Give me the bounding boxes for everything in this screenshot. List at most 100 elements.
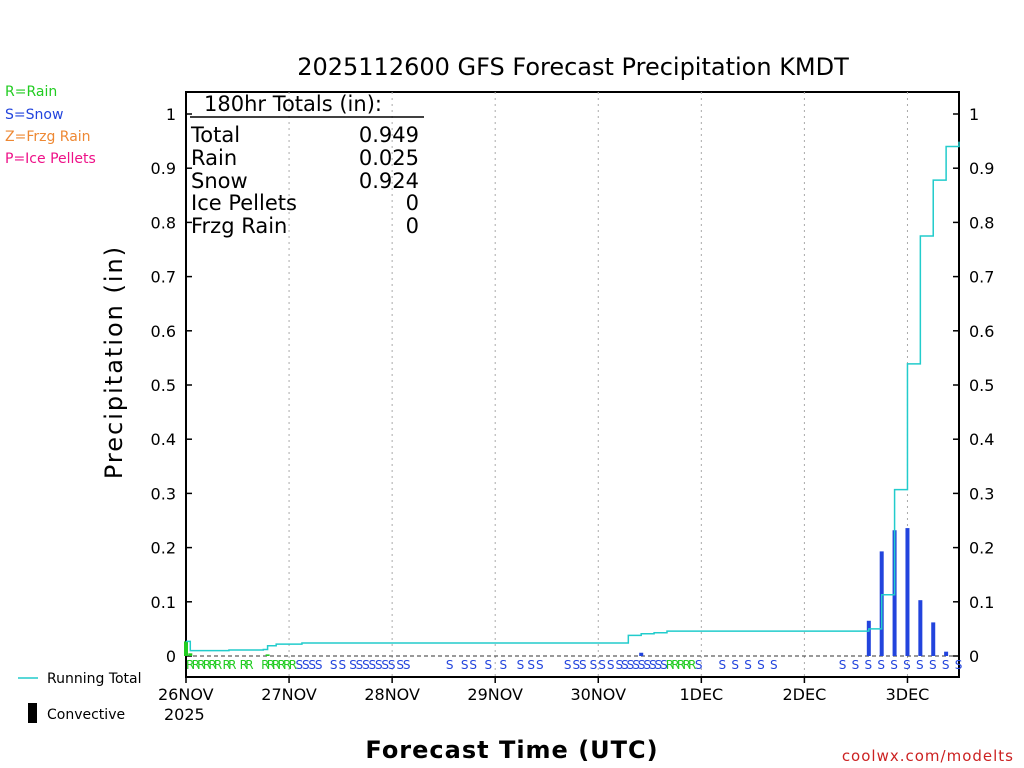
- totals-value-rain: 0.025: [359, 146, 419, 170]
- y-tick-label-right: 0.7: [969, 268, 994, 287]
- y-tick-label-left: 0.5: [151, 376, 176, 395]
- ptype-mark-snow: S: [527, 658, 535, 672]
- ptype-mark-snow: S: [621, 658, 629, 672]
- y-axis-label: Precipitation (in): [100, 245, 128, 479]
- ptype-mark-snow: S: [375, 658, 383, 672]
- ptype-mark-snow: S: [469, 658, 477, 672]
- ptype-mark-snow: S: [890, 658, 898, 672]
- y-tick-label-left: 0: [166, 647, 176, 666]
- ptype-mark-snow: S: [649, 658, 657, 672]
- ptype-mark-snow: S: [643, 658, 651, 672]
- totals-value-ice-pellets: 0: [406, 191, 419, 215]
- x-tick-label: 29NOV: [467, 685, 523, 704]
- y-tick-label-right: 0.9: [969, 159, 994, 178]
- ptype-mark-snow: S: [362, 658, 370, 672]
- ptype-mark-snow: S: [330, 658, 338, 672]
- x-tick-label: 27NOV: [261, 685, 317, 704]
- totals-label-total: Total: [190, 123, 240, 147]
- ptype-mark-rain: R: [267, 658, 275, 672]
- y-tick-label-left: 1: [166, 105, 176, 124]
- ptype-mark-rain: R: [666, 658, 674, 672]
- ptype-mark-snow: S: [381, 658, 389, 672]
- totals-label-rain: Rain: [191, 146, 237, 170]
- ptype-mark-snow: S: [446, 658, 454, 672]
- totals-box: 180hr Totals (in): Total 0.949 Rain 0.02…: [190, 92, 424, 238]
- ptype-mark-snow: S: [655, 658, 663, 672]
- y-tick-label-left: 0.3: [151, 484, 176, 503]
- ptype-mark-snow: S: [499, 658, 507, 672]
- ptype-mark-snow: S: [598, 658, 606, 672]
- ptype-mark-snow: S: [719, 658, 727, 672]
- grid-layer: [186, 92, 959, 677]
- ptype-mark-rain: R: [203, 658, 211, 672]
- x-axis-label: Forecast Time (UTC): [365, 736, 658, 764]
- ptype-mark-snow: S: [302, 658, 310, 672]
- y-tick-label-left: 0.1: [151, 593, 176, 612]
- x-tick-sublabel: 2025: [164, 705, 205, 724]
- ptype-mark-snow: S: [615, 658, 623, 672]
- ptype-mark-rain: R: [197, 658, 205, 672]
- ptype-mark-rain: R: [245, 658, 253, 672]
- x-tick-label: 26NOV: [158, 685, 214, 704]
- legend-ice-pellets: P=Ice Pellets: [5, 151, 96, 167]
- y-tick-label-right: 1: [969, 105, 979, 124]
- ptype-mark-snow: S: [942, 658, 950, 672]
- ptype-mark-snow: S: [865, 658, 873, 672]
- y-tick-label-left: 0.9: [151, 159, 176, 178]
- ptype-mark-snow: S: [388, 658, 396, 672]
- ptype-mark-snow: S: [484, 658, 492, 672]
- totals-label-ice-pellets: Ice Pellets: [191, 191, 297, 215]
- y-tick-label-left: 0.4: [151, 430, 176, 449]
- y-tick-label-right: 0.5: [969, 376, 994, 395]
- running-total-line: [186, 141, 960, 652]
- ptype-mark-snow: S: [731, 658, 739, 672]
- running-total-layer: [186, 141, 960, 652]
- ptype-mark-snow: S: [852, 658, 860, 672]
- ptype-mark-rain: R: [223, 658, 231, 672]
- snow-bar: [866, 620, 871, 656]
- legend-frzg-rain: Z=Frzg Rain: [5, 129, 91, 145]
- snow-bar: [944, 651, 949, 656]
- snow-bar: [931, 622, 936, 656]
- ptype-mark-snow: S: [356, 658, 364, 672]
- y-tick-label-right: 0.8: [969, 213, 994, 232]
- totals-value-frzg-rain: 0: [406, 214, 419, 238]
- ptype-mark-snow: S: [955, 658, 963, 672]
- ptype-mark-snow: S: [627, 658, 635, 672]
- totals-label-frzg-rain: Frzg Rain: [191, 214, 287, 238]
- snow-bar: [639, 652, 644, 656]
- ptype-mark-rain: R: [208, 658, 216, 672]
- y-tick-label-right: 0.3: [969, 484, 994, 503]
- rain-bar: [188, 653, 193, 656]
- ptype-mark-rain: R: [186, 658, 194, 672]
- ptype-mark-snow: S: [916, 658, 924, 672]
- y-tick-label-right: 0.4: [969, 430, 994, 449]
- ptype-mark-snow: S: [338, 658, 346, 672]
- ptype-mark-rain: R: [214, 658, 222, 672]
- y-tick-label-right: 0.1: [969, 593, 994, 612]
- ptype-mark-snow: S: [877, 658, 885, 672]
- rain-bar: [265, 654, 270, 656]
- totals-value-total: 0.949: [359, 123, 419, 147]
- y-tick-label-left: 0.2: [151, 539, 176, 558]
- ptype-mark-snow: S: [296, 658, 304, 672]
- legend-snow: S=Snow: [5, 107, 63, 123]
- ptype-mark-snow: S: [744, 658, 752, 672]
- ptype-mark-snow: S: [396, 658, 404, 672]
- ptype-mark-rain: R: [240, 658, 248, 672]
- ptype-mark-rain: R: [671, 658, 679, 672]
- ptype-mark-snow: S: [590, 658, 598, 672]
- ptype-mark-snow: S: [349, 658, 357, 672]
- ptype-mark-snow: S: [369, 658, 377, 672]
- ptype-mark-snow: S: [579, 658, 587, 672]
- plot-frame: [185, 91, 960, 678]
- source-credit: coolwx.com/modelts: [842, 747, 1014, 765]
- convective-swatch: [28, 703, 37, 723]
- ptype-mark-snow: S: [660, 658, 668, 672]
- y-axis-ticks: 0 00.1 0.10.2 0.20.3 0.30.4 0.40.5 0.50.6 0.60.…: [151, 105, 995, 666]
- snow-bar: [905, 528, 910, 656]
- x-tick-label: 3DEC: [886, 685, 930, 704]
- y-tick-label-right: 0.2: [969, 539, 994, 558]
